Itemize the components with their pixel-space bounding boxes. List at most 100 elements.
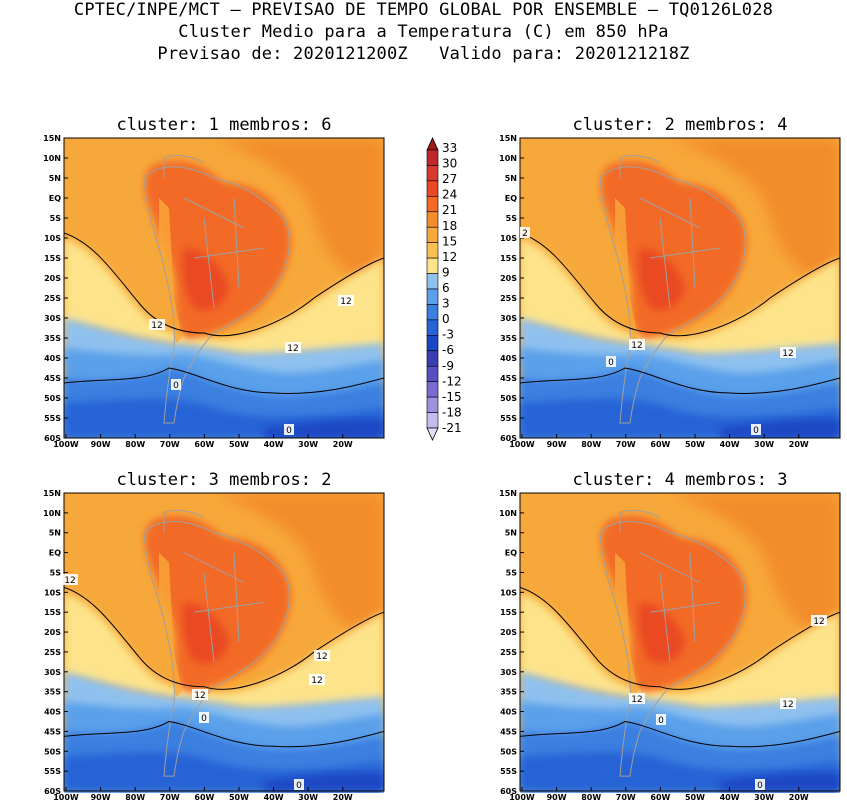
panel-title: cluster: 3 membros: 2 [117, 470, 332, 490]
lat-label: 25S [500, 294, 517, 303]
lat-label: 50S [44, 747, 61, 756]
svg-text:0: 0 [286, 426, 292, 436]
panel-title: cluster: 1 membros: 6 [117, 115, 332, 135]
colorbar-label: 9 [442, 265, 450, 279]
lon-label: 100W [53, 440, 79, 449]
colorbar-segment [426, 242, 439, 259]
map-frame [519, 492, 841, 792]
lat-label: 60S [500, 787, 517, 796]
lat-label: 25S [500, 648, 517, 657]
svg-text:12: 12 [631, 341, 642, 351]
lon-label: 80W [581, 793, 601, 802]
lat-label: 5N [49, 529, 61, 538]
lat-label: EQ [505, 549, 517, 558]
lat-label: 20S [500, 274, 517, 283]
lon-label: 100W [509, 793, 535, 802]
lat-label: 30S [44, 314, 61, 323]
svg-text:0: 0 [753, 426, 759, 436]
colorbar-label: -3 [442, 328, 454, 342]
chart-title-line-2: Cluster Medio para a Temperatura (C) em … [178, 22, 669, 42]
lon-label: 100W [53, 793, 79, 802]
panel-title: cluster: 4 membros: 3 [573, 470, 788, 490]
contour-label: 0 [199, 712, 209, 724]
svg-text:12: 12 [340, 297, 351, 307]
lon-label: 20W [333, 440, 353, 449]
lon-label: 70W [160, 793, 180, 802]
lat-label: 10N [499, 154, 517, 163]
contour-label: 0 [751, 424, 761, 436]
lat-label: 5N [49, 174, 61, 183]
lat-label: 15S [44, 254, 61, 263]
contour-label: 12 [629, 693, 645, 705]
lon-label: 60W [194, 793, 214, 802]
colorbar-segment [426, 319, 439, 336]
lon-label: 30W [298, 793, 318, 802]
lat-label: 5N [505, 529, 517, 538]
lon-label: 80W [581, 440, 601, 449]
contour-label: 12 [811, 615, 827, 627]
lon-label: 60W [650, 793, 670, 802]
map-panel-cluster-1: cluster: 1 membros: 6 15N 10N 5N EQ 5S 10S 15S 2… [43, 115, 385, 449]
contour-label: 0 [606, 356, 616, 368]
svg-text:12: 12 [631, 695, 642, 705]
contour-label: 12 [629, 339, 645, 351]
colorbar-label: 33 [442, 141, 457, 155]
lat-label: 40S [44, 708, 61, 717]
lat-label: 45S [44, 374, 61, 383]
lon-label: 80W [125, 793, 145, 802]
svg-text:12: 12 [151, 321, 162, 331]
colorbar-segment [426, 211, 439, 228]
contour-label: 0 [171, 379, 181, 391]
svg-text:12: 12 [194, 691, 205, 701]
colorbar-segment [426, 304, 439, 321]
svg-text:12: 12 [287, 344, 298, 354]
lat-label: 30S [500, 314, 517, 323]
svg-text:2: 2 [522, 229, 528, 239]
lat-label: 30S [500, 668, 517, 677]
lat-label: 10N [43, 509, 61, 518]
lat-label: 55S [500, 414, 517, 423]
map-panel-cluster-2: cluster: 2 membros: 4 15N 10N 5N EQ 5S 10S 15S 2… [499, 115, 841, 449]
contour-label: 12 [192, 689, 208, 701]
lon-label: 40W [264, 440, 284, 449]
lon-label: 60W [194, 440, 214, 449]
contour-label: 12 [149, 319, 165, 331]
lat-label: 50S [500, 747, 517, 756]
colorbar-segment [426, 396, 439, 413]
contour-label: 12 [62, 574, 78, 586]
lon-label: 80W [125, 440, 145, 449]
colorbar-segment [426, 365, 439, 382]
lat-label: 35S [500, 334, 517, 343]
svg-text:0: 0 [757, 781, 763, 791]
lat-label: 35S [44, 688, 61, 697]
lat-label: 45S [44, 727, 61, 736]
colorbar-label: 18 [442, 219, 457, 233]
svg-text:12: 12 [311, 676, 322, 686]
contour-label: 0 [294, 779, 304, 791]
svg-text:12: 12 [782, 349, 793, 359]
colorbar-label: -6 [442, 343, 454, 357]
lat-label: 10S [500, 588, 517, 597]
lat-label: 45S [500, 374, 517, 383]
contour-label: 12 [780, 347, 796, 359]
lon-label: 50W [685, 440, 705, 449]
lon-label: 90W [91, 793, 111, 802]
lon-label: 20W [789, 793, 809, 802]
colorbar-label: -12 [442, 374, 462, 388]
lat-label: 15S [44, 608, 61, 617]
lat-label: 10N [499, 509, 517, 518]
lon-label: 50W [229, 440, 249, 449]
colorbar-label: -15 [442, 390, 462, 404]
colorbar-label: -9 [442, 359, 454, 373]
lat-label: 20S [500, 628, 517, 637]
lat-label: 10S [44, 588, 61, 597]
lat-label: 15N [499, 134, 517, 143]
colorbar-label: 0 [442, 312, 450, 326]
svg-text:12: 12 [782, 700, 793, 710]
contour-label: 0 [284, 424, 294, 436]
contour-label: 12 [285, 342, 301, 354]
lat-label: 50S [44, 394, 61, 403]
colorbar-segment [426, 350, 439, 367]
colorbar-label: 27 [442, 172, 457, 186]
